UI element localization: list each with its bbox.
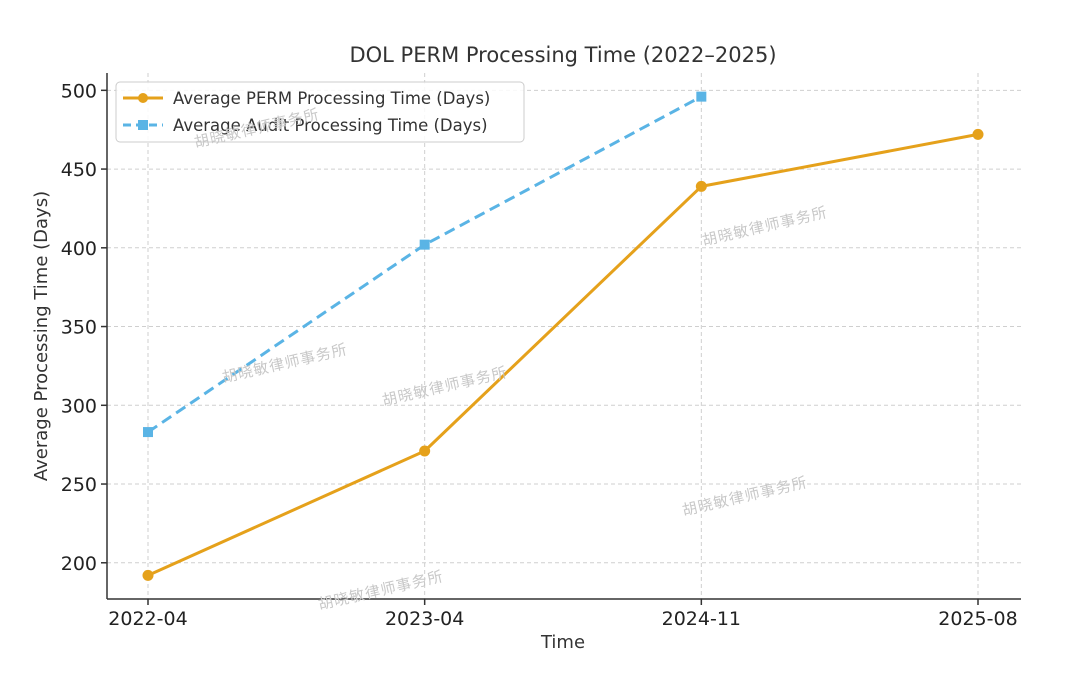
legend-marker <box>138 93 148 103</box>
x-axis-label: Time <box>540 632 585 653</box>
series-line <box>147 132 979 577</box>
y-ticks: 200 250 300 350 400 450 500 <box>61 80 107 575</box>
legend-label: Average PERM Processing Time (Days) <box>173 89 490 108</box>
grid-lines <box>107 73 1021 599</box>
data-point <box>419 239 430 250</box>
data-point <box>419 445 431 457</box>
series-audit <box>143 91 707 438</box>
legend-marker <box>138 120 148 130</box>
data-point <box>143 427 153 438</box>
legend-box <box>115 81 525 143</box>
legend-label: Average Audit Processing Time (Days) <box>173 116 488 135</box>
legend: Average PERM Processing Time (Days) Avera… <box>115 81 525 143</box>
y-tick-label: 350 <box>61 317 97 339</box>
x-tick-label: 2022-04 <box>108 608 187 630</box>
series-layer <box>142 91 984 581</box>
data-point <box>695 180 707 192</box>
x-tick-label: 2024-11 <box>662 608 741 630</box>
y-tick-label: 400 <box>61 238 97 260</box>
y-tick-label: 450 <box>61 159 97 181</box>
x-tick-label: 2023-04 <box>385 608 464 630</box>
data-point <box>972 128 984 140</box>
series-perm <box>142 128 984 581</box>
data-point <box>696 91 707 102</box>
series-line <box>147 95 703 434</box>
x-ticks: 2022-04 2023-04 2024-11 2025-08 <box>108 599 1018 630</box>
y-tick-label: 300 <box>61 395 97 417</box>
y-tick-label: 500 <box>61 80 97 102</box>
y-axis-label: Average Processing Time (Days) <box>31 191 52 481</box>
x-tick-label: 2025-08 <box>938 608 1017 630</box>
y-tick-label: 200 <box>61 553 97 575</box>
data-point <box>142 569 154 581</box>
y-tick-label: 250 <box>61 474 97 496</box>
chart-title: DOL PERM Processing Time (2022–2025) <box>349 43 776 67</box>
